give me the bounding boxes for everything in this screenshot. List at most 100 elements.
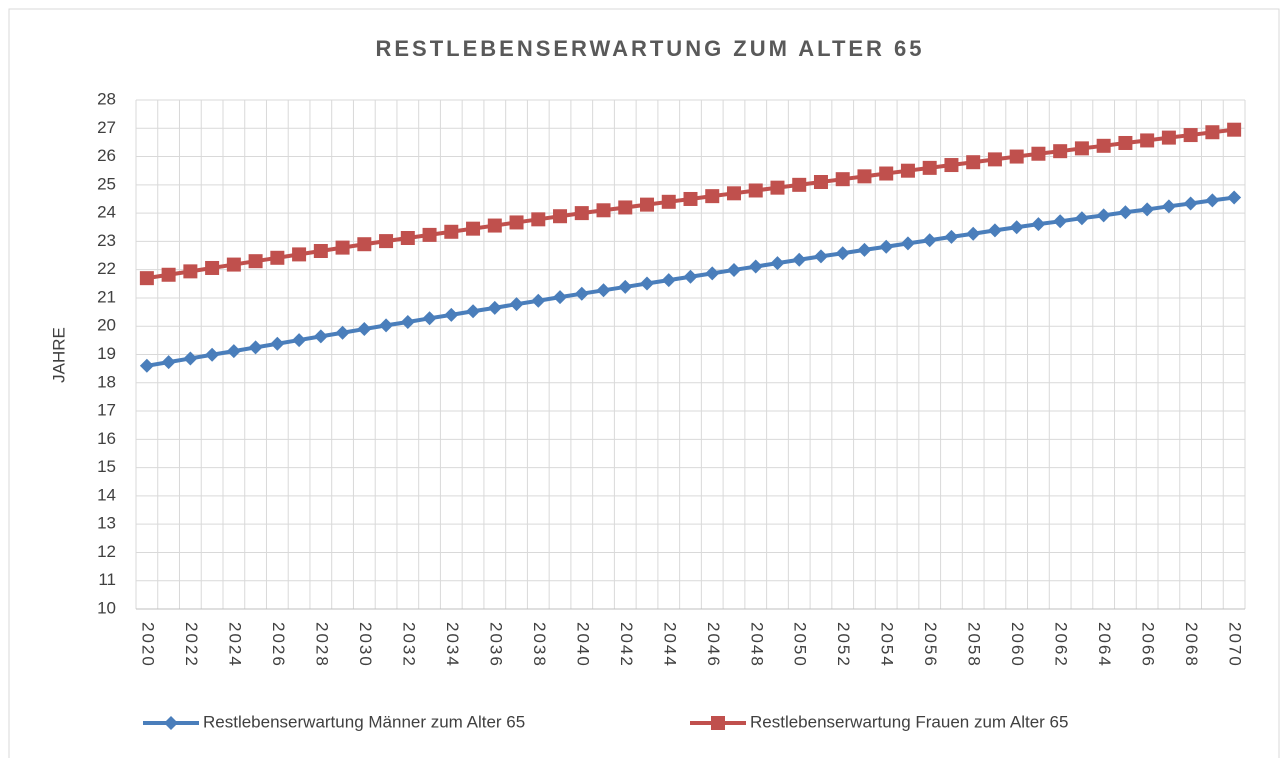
marker <box>987 223 1002 238</box>
y-axis-label: JAHRE <box>49 327 68 383</box>
marker <box>966 226 981 241</box>
marker <box>813 249 828 264</box>
marker <box>857 169 872 184</box>
x-tick-label: 2060 <box>1008 622 1027 668</box>
marker <box>139 358 154 373</box>
marker <box>1140 133 1155 148</box>
x-tick-label: 2040 <box>573 622 592 668</box>
y-tick-label: 15 <box>97 457 116 476</box>
marker <box>1161 199 1176 214</box>
x-tick-label: 2032 <box>399 622 418 668</box>
marker <box>379 318 394 333</box>
marker <box>900 236 915 251</box>
marker <box>900 163 915 178</box>
marker <box>574 206 589 221</box>
marker <box>944 158 959 173</box>
marker <box>161 355 176 370</box>
x-tick-label: 2050 <box>791 622 810 668</box>
x-tick-label: 2064 <box>1095 622 1114 668</box>
x-tick-label: 2028 <box>312 622 331 668</box>
x-tick-label: 2038 <box>530 622 549 668</box>
x-tick-label: 2042 <box>617 622 636 668</box>
marker <box>835 246 850 261</box>
marker <box>792 252 807 267</box>
y-tick-label: 22 <box>97 259 116 278</box>
marker <box>596 203 611 218</box>
marker <box>161 267 176 282</box>
marker <box>270 336 285 351</box>
y-tick-label: 28 <box>97 89 116 108</box>
marker <box>726 186 741 201</box>
y-tick-label: 17 <box>97 401 116 420</box>
marker <box>292 247 307 262</box>
marker <box>444 307 459 322</box>
marker <box>248 254 263 269</box>
marker <box>770 180 785 195</box>
marker <box>1183 196 1198 211</box>
marker <box>466 221 481 236</box>
x-tick-label: 2026 <box>269 622 288 668</box>
marker <box>183 351 198 366</box>
marker <box>987 152 1002 167</box>
marker <box>1161 130 1176 145</box>
x-tick-label: 2054 <box>878 622 897 668</box>
marker <box>270 250 285 265</box>
marker <box>596 283 611 298</box>
marker <box>487 218 502 233</box>
marker <box>770 256 785 271</box>
marker <box>292 333 307 348</box>
marker <box>1140 202 1155 217</box>
marker <box>248 340 263 355</box>
marker <box>509 297 524 312</box>
marker <box>226 257 241 272</box>
x-tick-label: 2022 <box>182 622 201 668</box>
x-tick-label: 2052 <box>834 622 853 668</box>
chart-border <box>8 8 1280 758</box>
marker <box>205 347 220 362</box>
marker <box>1205 125 1220 140</box>
marker <box>683 191 698 206</box>
marker <box>1053 214 1068 229</box>
marker <box>792 177 807 192</box>
marker <box>400 314 415 329</box>
x-tick-label: 2024 <box>225 622 244 668</box>
marker <box>835 172 850 187</box>
marker <box>444 224 459 239</box>
marker <box>879 166 894 181</box>
x-tick-label: 2070 <box>1226 622 1245 668</box>
marker <box>661 273 676 288</box>
marker <box>553 209 568 224</box>
marker <box>553 290 568 305</box>
marker <box>618 200 633 215</box>
y-tick-label: 24 <box>97 203 116 222</box>
marker <box>683 269 698 284</box>
marker <box>966 155 981 170</box>
x-tick-label: 2056 <box>921 622 940 668</box>
marker <box>922 160 937 175</box>
marker <box>1031 146 1046 161</box>
marker <box>618 279 633 294</box>
marker <box>879 239 894 254</box>
y-tick-label: 23 <box>97 231 116 250</box>
x-tick-label: 2062 <box>1052 622 1071 668</box>
x-tick-label: 2034 <box>443 622 462 668</box>
marker <box>1205 193 1220 208</box>
marker <box>1053 144 1068 159</box>
marker <box>661 194 676 209</box>
y-tick-label: 18 <box>97 372 116 391</box>
marker <box>226 344 241 359</box>
marker <box>487 300 502 315</box>
marker <box>164 716 178 730</box>
x-tick-label: 2058 <box>965 622 984 668</box>
chart-title: RESTLEBENSERWARTUNG ZUM ALTER 65 <box>375 36 924 61</box>
marker <box>205 260 220 275</box>
y-tick-label: 13 <box>97 514 116 533</box>
marker <box>1183 128 1198 143</box>
y-tick-label: 25 <box>97 174 116 193</box>
marker <box>1074 211 1089 226</box>
x-tick-label: 2068 <box>1182 622 1201 668</box>
marker <box>748 183 763 198</box>
marker <box>422 311 437 326</box>
y-tick-label: 19 <box>97 344 116 363</box>
